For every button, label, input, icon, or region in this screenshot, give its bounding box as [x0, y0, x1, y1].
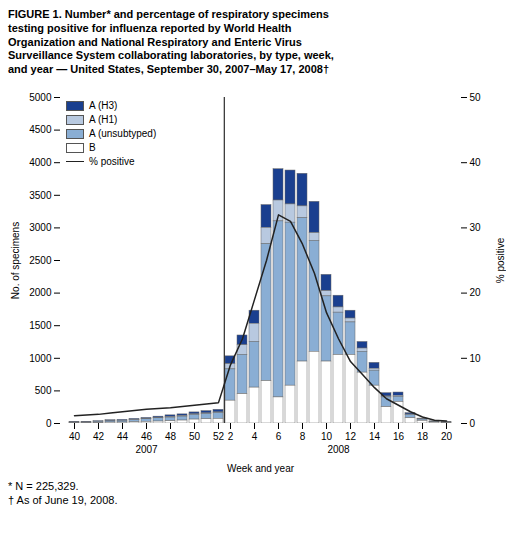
svg-text:2007: 2007	[135, 443, 158, 454]
svg-text:3000: 3000	[29, 222, 52, 233]
svg-text:48: 48	[165, 430, 177, 441]
svg-text:42: 42	[93, 430, 105, 441]
html-text:A (unsubtyped): A (unsubtyped)	[89, 127, 157, 139]
html-text:FIGURE 1. Number* and percenta: FIGURE 1. Number* and percentage of resp…	[8, 8, 334, 75]
svg-text:2000: 2000	[29, 287, 52, 298]
svg-text:30: 30	[470, 222, 482, 233]
svg-text:40: 40	[69, 430, 81, 441]
svg-text:0: 0	[46, 417, 52, 428]
svg-text:44: 44	[117, 430, 129, 441]
html-text:A (H1): A (H1)	[89, 113, 118, 125]
svg-text:No. of specimens: No. of specimens	[10, 222, 21, 299]
svg-text:3500: 3500	[29, 189, 52, 200]
html-text:A (H3): A (H3)	[89, 99, 118, 111]
svg-text:5000: 5000	[29, 91, 52, 102]
svg-text:50: 50	[470, 91, 482, 102]
svg-text:1000: 1000	[29, 352, 52, 363]
svg-text:6: 6	[276, 430, 282, 441]
svg-text:14: 14	[369, 430, 381, 441]
svg-text:10: 10	[321, 430, 333, 441]
svg-text:% positive: % positive	[495, 237, 506, 283]
html-text:B: B	[89, 141, 96, 153]
svg-text:40: 40	[470, 157, 482, 168]
svg-text:2500: 2500	[29, 254, 52, 265]
svg-text:20: 20	[441, 430, 453, 441]
svg-text:52: 52	[213, 430, 225, 441]
svg-text:16: 16	[393, 430, 405, 441]
svg-text:50: 50	[189, 430, 201, 441]
html-text:* N = 225,329.: * N = 225,329.	[8, 479, 79, 492]
svg-text:500: 500	[35, 385, 52, 396]
svg-text:4: 4	[252, 430, 258, 441]
svg-text:2008: 2008	[327, 443, 350, 454]
svg-text:0: 0	[470, 417, 476, 428]
svg-text:Week and year: Week and year	[227, 462, 295, 473]
svg-text:10: 10	[470, 352, 482, 363]
svg-text:46: 46	[141, 430, 153, 441]
html-text:† As of June 19, 2008.: † As of June 19, 2008.	[8, 494, 118, 506]
svg-text:4500: 4500	[29, 124, 52, 135]
svg-text:12: 12	[345, 430, 357, 441]
svg-text:2: 2	[228, 430, 234, 441]
svg-text:4000: 4000	[29, 157, 52, 168]
html-text:% positive: % positive	[89, 155, 135, 167]
svg-text:20: 20	[470, 287, 482, 298]
svg-text:18: 18	[417, 430, 429, 441]
svg-text:1500: 1500	[29, 320, 52, 331]
svg-text:8: 8	[300, 430, 306, 441]
